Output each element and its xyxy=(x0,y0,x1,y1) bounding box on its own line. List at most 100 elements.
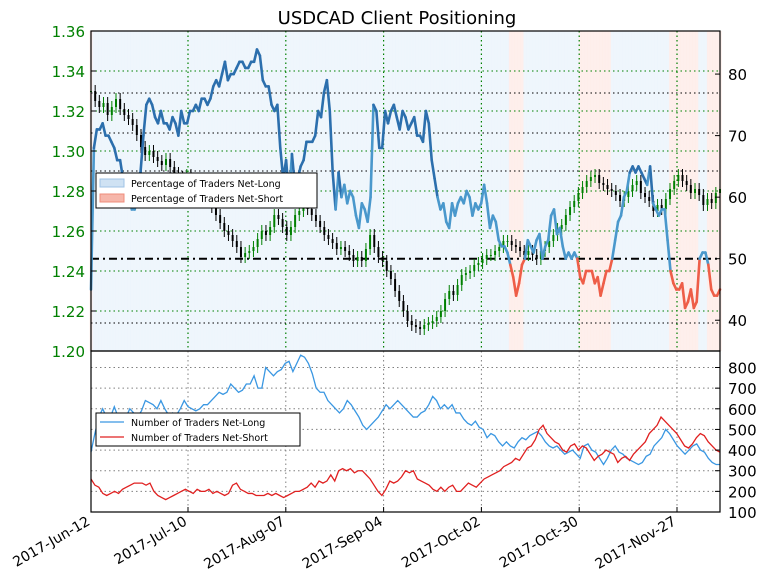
pct-tick-label: 50 xyxy=(728,251,747,269)
positioning-band xyxy=(514,31,518,351)
price-candle-body xyxy=(514,245,517,247)
price-candle-body xyxy=(114,99,117,107)
pct-net-long-segment xyxy=(433,177,439,199)
positioning-band xyxy=(663,31,667,351)
x-axis: 2017-Jun-12 2017-Jul-10 2017-Aug-07 2017-Se… xyxy=(10,507,679,573)
price-candle-body xyxy=(223,223,226,231)
bottom-panel: 100 200 300 400 500 600 700 800 Number of Trader… xyxy=(90,350,757,522)
positioning-band xyxy=(462,31,466,351)
positioning-band xyxy=(701,31,705,351)
price-candle-body xyxy=(160,161,163,165)
positioning-band xyxy=(444,31,449,351)
pct-net-long-segment xyxy=(485,202,492,230)
pct-net-long-segment xyxy=(375,109,381,150)
positioning-band xyxy=(372,31,376,351)
positioning-band xyxy=(692,31,696,351)
price-candle-body xyxy=(239,247,242,257)
positioning-band xyxy=(671,31,676,351)
positioning-band xyxy=(345,31,350,351)
pct-net-long-segment xyxy=(267,85,273,107)
x-tick-label: 2017-Aug-07 xyxy=(201,514,287,573)
positioning-band xyxy=(604,31,609,351)
x-tick-label: 2017-Sep-04 xyxy=(300,514,386,573)
pct-net-long-segment xyxy=(695,257,701,304)
price-candle-body xyxy=(244,253,247,257)
positioning-band xyxy=(546,31,550,351)
price-candle-body xyxy=(456,285,459,295)
positioning-band xyxy=(529,31,533,351)
price-candle-body xyxy=(414,325,417,327)
price-candle-body xyxy=(569,207,572,215)
count-tick-label: 800 xyxy=(728,360,757,378)
count-tick-label: 300 xyxy=(728,463,757,481)
price-candle-body xyxy=(319,221,322,227)
positioning-band xyxy=(523,31,527,351)
pct-net-long-segment xyxy=(704,251,710,267)
price-candle-body xyxy=(477,263,480,265)
positioning-band xyxy=(398,31,402,351)
price-candle-body xyxy=(123,109,126,115)
price-candle-body xyxy=(627,191,630,197)
pct-net-long-segment xyxy=(599,282,605,297)
pct-net-long-segment xyxy=(541,245,547,260)
pct-net-long-segment xyxy=(523,238,530,260)
price-candle-body xyxy=(510,241,513,245)
pct-net-long-segment xyxy=(142,103,148,137)
positioning-band xyxy=(380,31,384,351)
legend-label-count-net-short: Number of Traders Net-Short xyxy=(131,433,268,444)
pct-net-long-segment xyxy=(150,103,157,119)
positioning-band xyxy=(488,31,492,351)
net-short-count-line xyxy=(90,415,721,501)
price-candle-body xyxy=(481,259,484,263)
positioning-band xyxy=(570,31,574,351)
price-candle-body xyxy=(156,157,159,161)
net-long-count-line xyxy=(90,354,720,466)
count-tick-label: 400 xyxy=(728,442,757,460)
price-candle-body xyxy=(348,251,351,255)
pct-net-long-segment xyxy=(546,214,553,242)
price-candle-body xyxy=(635,181,638,185)
price-candle-body xyxy=(352,255,355,261)
price-candle-body xyxy=(469,271,472,273)
pct-net-long-segment xyxy=(613,220,620,242)
price-candle-body xyxy=(585,181,588,187)
price-candle-body xyxy=(660,205,663,209)
positioning-band xyxy=(712,31,716,351)
pct-tick-label: 80 xyxy=(728,66,747,84)
price-candle-body xyxy=(106,103,109,115)
price-candle-body xyxy=(360,257,363,261)
price-candle-body xyxy=(594,175,597,177)
top-legend: Percentage of Traders Net-Long Percentage… xyxy=(95,172,318,209)
price-candle-body xyxy=(252,247,255,251)
pct-net-long-segment xyxy=(168,115,174,131)
price-candle-body xyxy=(164,159,167,165)
pct-net-long-segment xyxy=(482,183,489,205)
positioning-band xyxy=(686,31,690,351)
pct-net-long-segment xyxy=(447,202,454,230)
price-candle-body xyxy=(356,257,359,261)
price-candle-body xyxy=(535,255,538,259)
positioning-band xyxy=(680,31,684,351)
positioning-band xyxy=(453,31,457,351)
price-candle-body xyxy=(323,227,326,235)
top-legend-box xyxy=(95,172,318,209)
price-candle-body xyxy=(494,251,497,255)
pct-net-long-segment xyxy=(558,226,565,248)
price-candle-body xyxy=(235,241,238,247)
price-candle-body xyxy=(706,199,709,205)
price-candle-body xyxy=(110,107,113,115)
positioning-band xyxy=(383,31,387,351)
positioning-band xyxy=(538,31,542,351)
price-candle-body xyxy=(219,215,222,223)
positioning-band xyxy=(363,31,367,351)
price-candle-body xyxy=(581,187,584,193)
price-tick-label: 1.28 xyxy=(52,183,85,201)
price-candle-body xyxy=(373,235,376,247)
price-candle-body xyxy=(589,177,592,181)
positioning-band xyxy=(357,31,361,351)
price-candle-body xyxy=(548,241,551,247)
pct-net-long-segment xyxy=(517,263,524,285)
price-candle-body xyxy=(152,151,155,157)
price-candle-body xyxy=(502,241,505,247)
pct-net-long-segment xyxy=(392,103,399,119)
